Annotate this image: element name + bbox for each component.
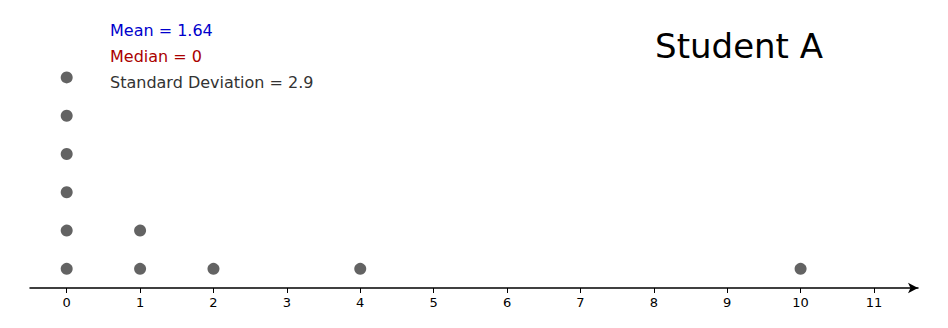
svg-text:7: 7 [576,295,584,310]
svg-text:3: 3 [283,295,291,310]
svg-text:0: 0 [63,295,71,310]
svg-text:Student A: Student A [655,26,823,66]
svg-text:1: 1 [136,295,144,310]
svg-text:9: 9 [723,295,731,310]
svg-text:Standard Deviation = 2.9: Standard Deviation = 2.9 [110,73,313,92]
svg-text:4: 4 [356,295,364,310]
svg-text:Median = 0: Median = 0 [110,47,202,66]
svg-text:10: 10 [792,295,809,310]
svg-text:Mean = 1.64: Mean = 1.64 [110,21,213,40]
svg-text:5: 5 [429,295,437,310]
svg-text:2: 2 [209,295,217,310]
svg-text:8: 8 [650,295,658,310]
svg-text:6: 6 [503,295,511,310]
svg-text:11: 11 [866,295,883,310]
